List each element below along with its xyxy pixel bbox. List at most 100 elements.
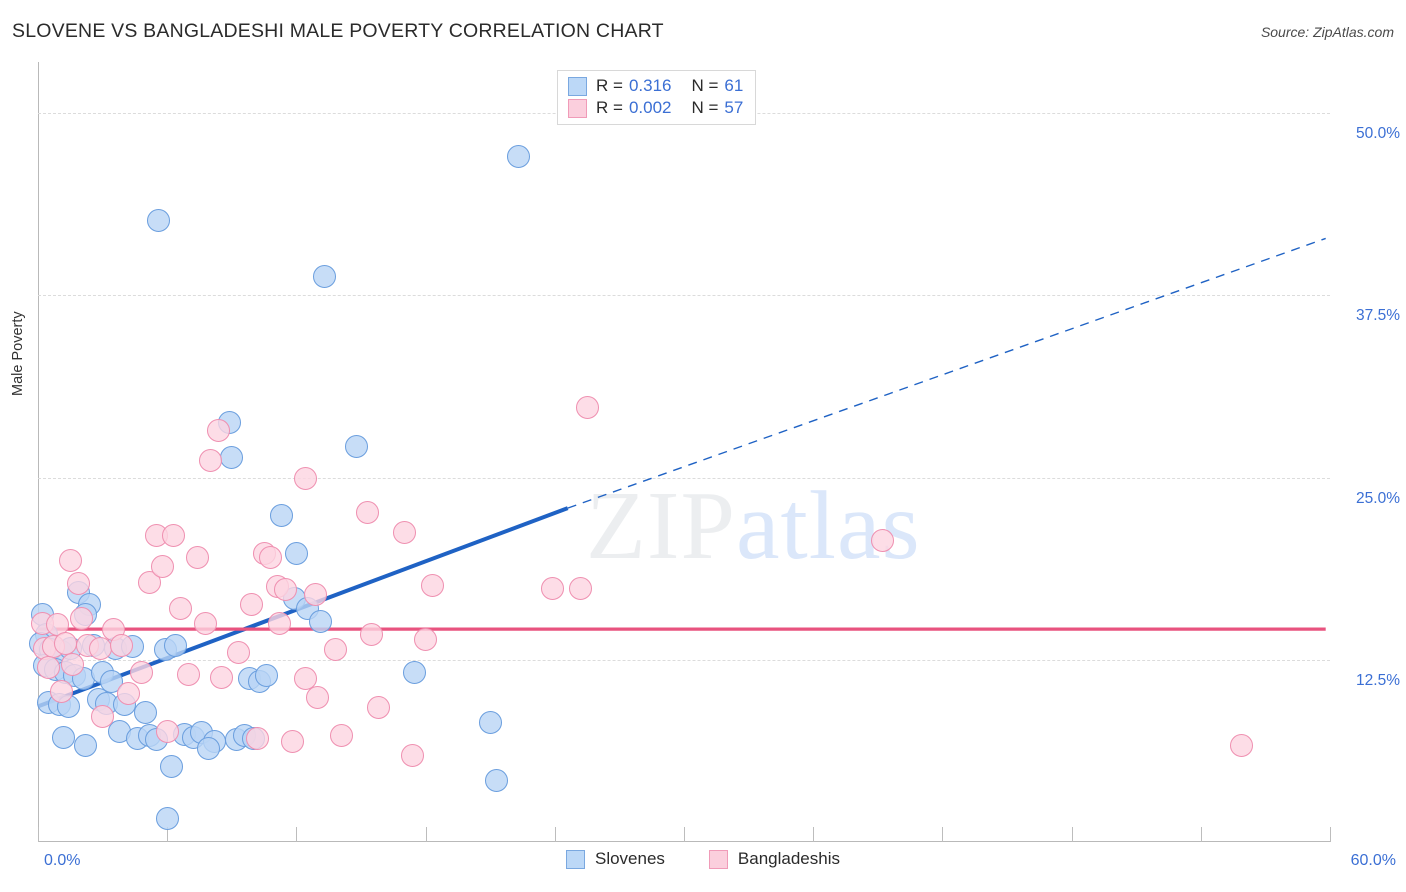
data-point-pink[interactable] — [198, 448, 222, 472]
x-axis-max-label: 60.0% — [1350, 852, 1396, 869]
x-axis-tick — [1330, 827, 1331, 842]
data-point-pink[interactable] — [69, 607, 93, 631]
data-point-pink[interactable] — [366, 696, 390, 720]
x-axis-tick — [38, 827, 39, 842]
data-point-blue[interactable] — [269, 503, 293, 527]
data-point-blue[interactable] — [485, 769, 509, 793]
data-point-pink[interactable] — [355, 501, 379, 524]
x-axis-tick — [1200, 827, 1202, 842]
data-point-pink[interactable] — [392, 521, 416, 545]
data-point-pink[interactable] — [151, 554, 175, 578]
x-axis-min-label: 0.0% — [44, 852, 81, 869]
data-point-pink[interactable] — [293, 667, 317, 691]
data-point-blue[interactable] — [164, 633, 188, 657]
data-point-blue[interactable] — [52, 725, 76, 749]
x-axis-tick — [296, 827, 298, 842]
legend-item-bangladeshis[interactable]: Bangladeshis — [708, 849, 840, 869]
data-point-blue[interactable] — [134, 700, 158, 724]
r-value-bangladeshis: 0.002 — [628, 98, 672, 117]
data-point-blue[interactable] — [73, 734, 97, 758]
n-label-bangladeshis: N = — [691, 98, 719, 117]
data-point-pink[interactable] — [88, 636, 112, 660]
data-point-blue[interactable] — [345, 435, 369, 459]
data-point-blue[interactable] — [160, 754, 183, 778]
data-point-pink[interactable] — [138, 570, 162, 594]
data-point-pink[interactable] — [194, 611, 218, 635]
gridline — [38, 659, 1330, 661]
data-point-pink[interactable] — [330, 724, 354, 748]
data-point-pink[interactable] — [401, 744, 425, 768]
swatch-slovenes-icon — [568, 76, 587, 96]
data-point-pink[interactable] — [155, 719, 179, 743]
data-point-pink[interactable] — [67, 572, 91, 596]
swatch-bangladeshis-icon — [568, 98, 587, 118]
data-point-pink[interactable] — [280, 729, 304, 753]
stats-row-slovenes: R = 0.316 N = 61 — [568, 76, 743, 96]
data-point-pink[interactable] — [37, 655, 61, 679]
data-point-pink[interactable] — [420, 573, 444, 597]
data-point-blue[interactable] — [254, 664, 278, 688]
correlation-stats-legend: R = 0.316 N = 61 R = 0.002 N = 57 — [557, 70, 757, 125]
data-point-pink[interactable] — [110, 633, 134, 657]
data-point-blue[interactable] — [284, 541, 308, 565]
data-point-pink[interactable] — [293, 467, 317, 491]
data-point-pink[interactable] — [129, 661, 153, 685]
data-point-pink[interactable] — [162, 524, 186, 548]
data-point-pink[interactable] — [226, 640, 250, 664]
data-point-pink[interactable] — [575, 396, 599, 420]
y-axis-tick-label: 12.5% — [1356, 671, 1400, 689]
data-point-pink[interactable] — [116, 681, 140, 705]
data-point-pink[interactable] — [569, 576, 593, 600]
data-point-blue[interactable] — [147, 209, 171, 233]
data-point-pink[interactable] — [50, 680, 74, 704]
data-point-pink[interactable] — [870, 528, 894, 552]
data-point-blue[interactable] — [155, 807, 179, 831]
data-point-pink[interactable] — [185, 546, 209, 570]
data-point-pink[interactable] — [246, 726, 270, 750]
data-point-blue[interactable] — [308, 610, 332, 634]
legend-swatch-bangladeshis-icon — [708, 849, 728, 869]
y-axis-line — [38, 62, 39, 842]
r-label-bangladeshis: R = — [596, 98, 623, 117]
y-axis-tick-label: 50.0% — [1356, 125, 1400, 143]
x-axis-tick — [684, 827, 685, 842]
y-axis-title: Male Poverty — [10, 311, 26, 396]
data-point-pink[interactable] — [60, 652, 84, 676]
data-point-pink[interactable] — [91, 705, 115, 729]
data-point-blue[interactable] — [506, 145, 530, 169]
x-axis-tick — [167, 827, 169, 842]
data-point-pink[interactable] — [414, 627, 438, 651]
data-point-pink[interactable] — [58, 549, 82, 573]
n-label-slovenes: N = — [691, 76, 719, 95]
data-point-pink[interactable] — [209, 665, 233, 689]
x-axis-tick — [942, 827, 944, 842]
stats-row-bangladeshis: R = 0.002 N = 57 — [568, 98, 743, 118]
x-axis-tick — [813, 827, 815, 842]
data-point-blue[interactable] — [403, 661, 427, 685]
data-point-pink[interactable] — [267, 611, 291, 635]
x-axis-tick — [1071, 827, 1073, 842]
data-point-pink[interactable] — [168, 597, 192, 621]
data-point-pink[interactable] — [323, 638, 347, 662]
legend-label-bangladeshis: Bangladeshis — [737, 849, 840, 868]
data-point-pink[interactable] — [360, 623, 384, 647]
data-point-pink[interactable] — [274, 578, 298, 602]
data-point-pink[interactable] — [207, 419, 231, 443]
data-point-pink[interactable] — [304, 582, 328, 606]
data-point-blue[interactable] — [196, 737, 220, 761]
data-point-blue[interactable] — [220, 445, 244, 469]
plot-area: ZIPatlas — [28, 62, 1331, 842]
data-point-pink[interactable] — [306, 686, 330, 710]
n-value-bangladeshis: 57 — [724, 98, 744, 117]
trendline-projection-slovenes — [567, 237, 1326, 509]
legend-swatch-slovenes-icon — [565, 849, 585, 869]
r-label-slovenes: R = — [596, 76, 623, 95]
data-point-blue[interactable] — [478, 710, 502, 734]
legend-item-slovenes[interactable]: Slovenes — [565, 849, 665, 869]
data-point-pink[interactable] — [177, 662, 201, 686]
data-point-pink[interactable] — [1230, 734, 1254, 758]
data-point-pink[interactable] — [541, 576, 565, 600]
data-point-pink[interactable] — [259, 546, 283, 570]
data-point-blue[interactable] — [312, 264, 336, 288]
data-point-pink[interactable] — [239, 592, 263, 616]
